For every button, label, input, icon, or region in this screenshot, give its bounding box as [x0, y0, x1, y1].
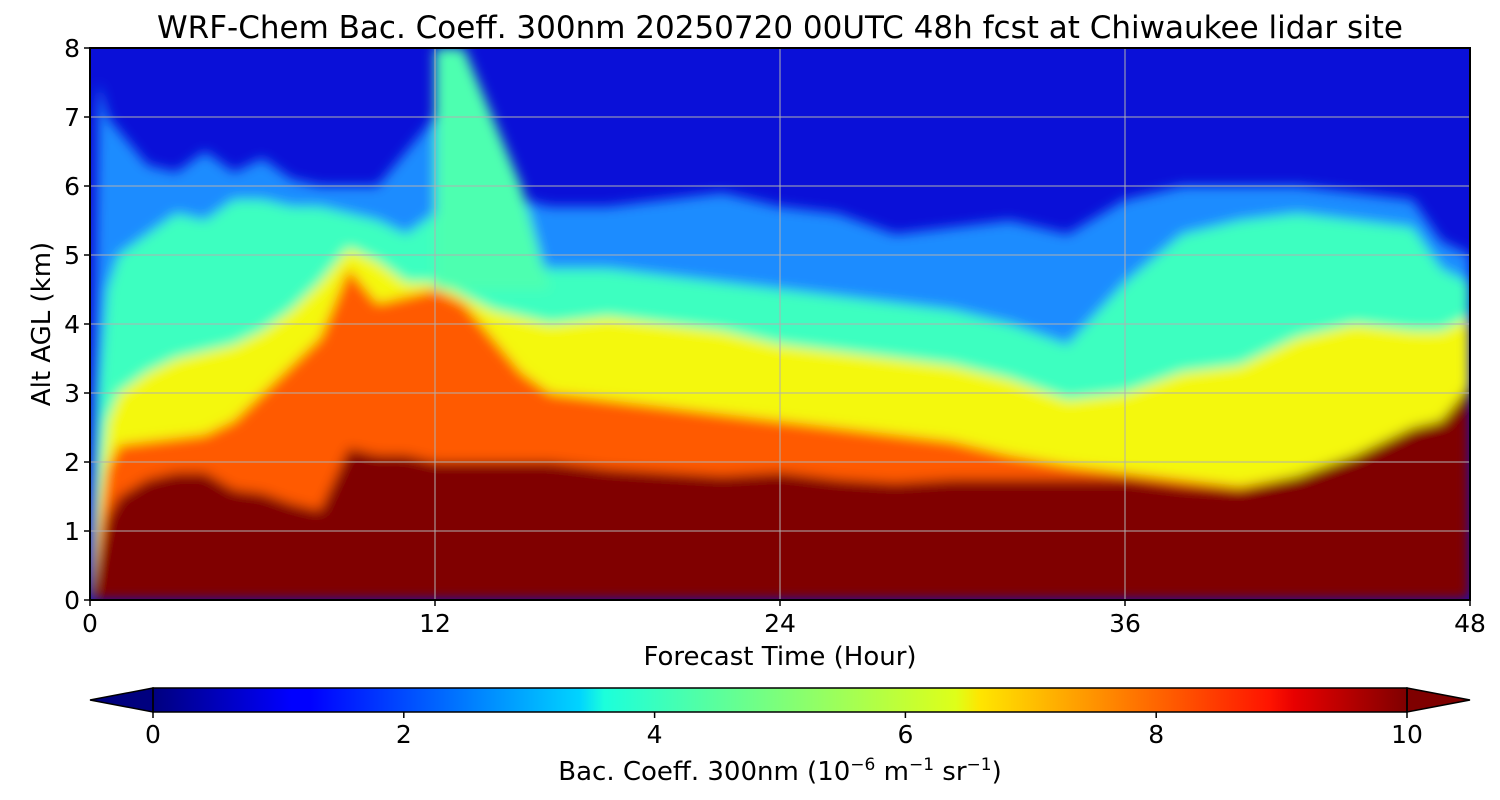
plot-area: [90, 48, 1470, 600]
x-axis-ticks: 0 12 24 36 48: [82, 600, 1486, 638]
x-tick-label: 0: [82, 609, 98, 638]
y-tick-label: 5: [64, 241, 80, 270]
colorbar-ticks: 0 2 4 6 8 10: [145, 712, 1423, 749]
gridlines: [90, 48, 1470, 600]
y-tick-label: 7: [64, 103, 80, 132]
y-axis-ticks: 0 1 2 3 4 5 6 7 8: [64, 34, 90, 615]
y-tick-label: 4: [64, 310, 80, 339]
colorbar-label: Bac. Coeff. 300nm (10−6 m−1 sr−1): [558, 755, 1001, 787]
y-tick-label: 3: [64, 379, 80, 408]
colorbar-tick-label: 4: [647, 720, 663, 749]
x-tick-label: 48: [1454, 609, 1486, 638]
x-tick-label: 24: [764, 609, 796, 638]
x-axis-label: Forecast Time (Hour): [643, 642, 916, 672]
colorbar-tick-label: 8: [1148, 720, 1164, 749]
y-tick-label: 0: [64, 586, 80, 615]
y-tick-label: 1: [64, 517, 80, 546]
y-axis-label: Alt AGL (km): [27, 242, 57, 406]
colorbar-gradient: [153, 688, 1407, 712]
colorbar-extend-min: [89, 687, 154, 713]
colorbar: 0 2 4 6 8 10 Bac. Coeff. 300nm (10−6 m−1 sr−1…: [89, 687, 1471, 787]
colorbar-tick-label: 0: [145, 720, 161, 749]
chart-title: WRF-Chem Bac. Coeff. 300nm 20250720 00UT…: [157, 10, 1403, 46]
y-tick-label: 2: [64, 448, 80, 477]
y-tick-label: 8: [64, 34, 80, 63]
colorbar-extend-max: [1406, 687, 1471, 713]
x-tick-label: 36: [1109, 609, 1141, 638]
layer-cyan-plume: [435, 48, 550, 290]
colorbar-tick-label: 6: [897, 720, 913, 749]
x-tick-label: 12: [419, 609, 451, 638]
colorbar-tick-label: 2: [396, 720, 412, 749]
y-tick-label: 6: [64, 172, 80, 201]
colorbar-tick-label: 10: [1391, 720, 1423, 749]
colorbar-frame: [152, 687, 1408, 713]
